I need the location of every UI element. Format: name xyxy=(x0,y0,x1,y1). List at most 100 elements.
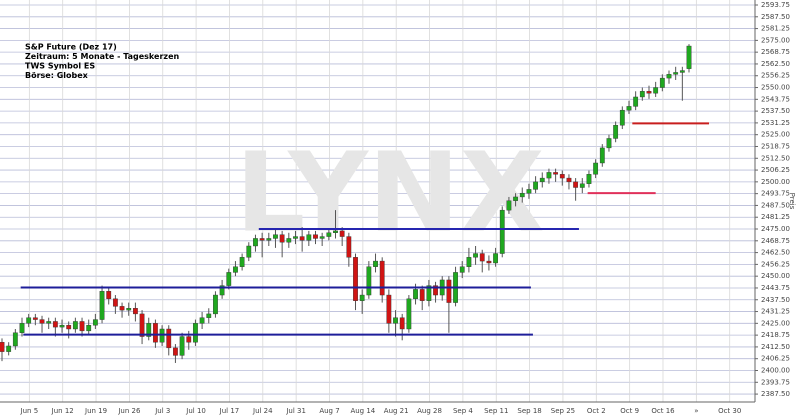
candle-body xyxy=(119,306,125,311)
candle-body xyxy=(426,285,432,301)
candle-body xyxy=(406,298,412,330)
info-line: S&P Future (Dez 17) xyxy=(25,43,117,52)
candle-body xyxy=(413,289,418,300)
x-tick-label: Jul 3 xyxy=(154,407,170,415)
candle-body xyxy=(506,200,512,211)
candle-body xyxy=(12,332,18,347)
y-tick-label: 2587.50 xyxy=(761,13,790,21)
candle-body xyxy=(539,177,545,183)
candle-body xyxy=(239,257,245,267)
candle-body xyxy=(153,323,158,343)
candle-body xyxy=(546,172,552,179)
y-tick-label: 2487.50 xyxy=(761,201,790,209)
y-tick-label: 2462.50 xyxy=(761,249,790,257)
candle-body xyxy=(86,325,92,332)
y-tick-label: 2400.00 xyxy=(761,366,790,374)
candle-body xyxy=(6,345,12,352)
candle-body xyxy=(52,321,58,328)
x-tick-label: Jun 26 xyxy=(117,407,141,415)
y-tick-label: 2543.75 xyxy=(761,95,790,103)
candle-body xyxy=(493,253,498,264)
y-tick-label: 2443.75 xyxy=(761,284,790,292)
y-tick-label: 2468.75 xyxy=(761,237,790,245)
candle-body xyxy=(626,106,632,111)
candle-body xyxy=(366,266,372,296)
x-tick-label: Jul 10 xyxy=(185,407,206,415)
candle-body xyxy=(299,236,305,241)
x-tick-label: Sep 4 xyxy=(453,407,473,415)
candle-body xyxy=(526,189,532,194)
y-tick-label: 2512.50 xyxy=(761,154,790,162)
candle-body xyxy=(266,238,272,241)
candle-body xyxy=(273,234,278,239)
candle-body xyxy=(346,236,352,258)
y-tick-label: 2437.50 xyxy=(761,296,790,304)
candle-body xyxy=(219,285,225,296)
x-tick-label: Jul 17 xyxy=(219,407,240,415)
candle-body xyxy=(619,109,625,126)
y-tick-label: 2418.75 xyxy=(761,331,790,339)
candle-body xyxy=(519,192,525,198)
candle-body xyxy=(339,230,345,237)
info-line: Zeitraum: 5 Monate - Tageskerzen xyxy=(25,52,179,61)
x-tick-label: Jun 19 xyxy=(84,407,107,415)
candle-body xyxy=(166,328,172,349)
candle-body xyxy=(479,253,485,262)
x-tick-label: Aug 7 xyxy=(319,407,339,415)
x-tick-label: Jul 24 xyxy=(252,407,273,415)
x-tick-label: Aug 14 xyxy=(350,407,375,415)
candle-body xyxy=(373,260,378,267)
candle-body xyxy=(433,285,438,296)
candle-body xyxy=(579,183,585,188)
candle-body xyxy=(513,196,518,201)
candle-body xyxy=(286,238,292,243)
candle-body xyxy=(39,319,45,324)
y-tick-label: 2500.00 xyxy=(761,178,790,186)
candle-body xyxy=(193,323,198,343)
y-axis-label: Preis xyxy=(788,193,796,210)
candle-body xyxy=(446,279,452,303)
x-tick-label: Oct 30 xyxy=(718,407,741,415)
candle-body xyxy=(99,291,105,320)
candle-body xyxy=(79,321,85,332)
candle-body xyxy=(279,234,285,243)
y-tick-label: 2556.25 xyxy=(761,72,790,80)
y-tick-label: 2506.25 xyxy=(761,166,790,174)
y-tick-label: 2450.00 xyxy=(761,272,790,280)
candle-body xyxy=(226,272,232,286)
candle-body xyxy=(326,232,332,237)
candle-body xyxy=(653,87,659,94)
y-tick-label: 2525.00 xyxy=(761,131,790,139)
candle-body xyxy=(46,321,52,324)
candle-body xyxy=(106,291,112,300)
candle-body xyxy=(359,294,365,301)
candle-body xyxy=(26,317,32,324)
candle-body xyxy=(132,308,138,315)
candle-body xyxy=(666,74,672,79)
y-tick-label: 2425.00 xyxy=(761,319,790,327)
candle-body xyxy=(319,236,325,239)
candle-body xyxy=(206,313,212,318)
candle-body xyxy=(32,317,38,320)
candle-body xyxy=(139,313,145,337)
watermark: LYNX xyxy=(235,128,544,256)
candle-body xyxy=(92,319,98,326)
y-tick-label: 2518.75 xyxy=(761,142,790,150)
candle-body xyxy=(393,317,398,324)
candle-body xyxy=(686,45,692,69)
candle-body xyxy=(646,91,652,94)
candle-body xyxy=(59,325,65,328)
y-tick-label: 2431.25 xyxy=(761,308,790,316)
candle-body xyxy=(639,91,645,98)
candle-body xyxy=(486,260,492,264)
x-tick-label: Sep 18 xyxy=(517,407,541,415)
y-tick-label: 2581.25 xyxy=(761,25,790,33)
x-tick-label: Jul 31 xyxy=(285,407,306,415)
candle-body xyxy=(379,260,385,296)
y-tick-label: 2562.50 xyxy=(761,60,790,68)
candle-body xyxy=(173,347,178,356)
candle-body xyxy=(333,230,338,233)
candle-body xyxy=(659,77,665,88)
candle-body xyxy=(146,323,152,337)
